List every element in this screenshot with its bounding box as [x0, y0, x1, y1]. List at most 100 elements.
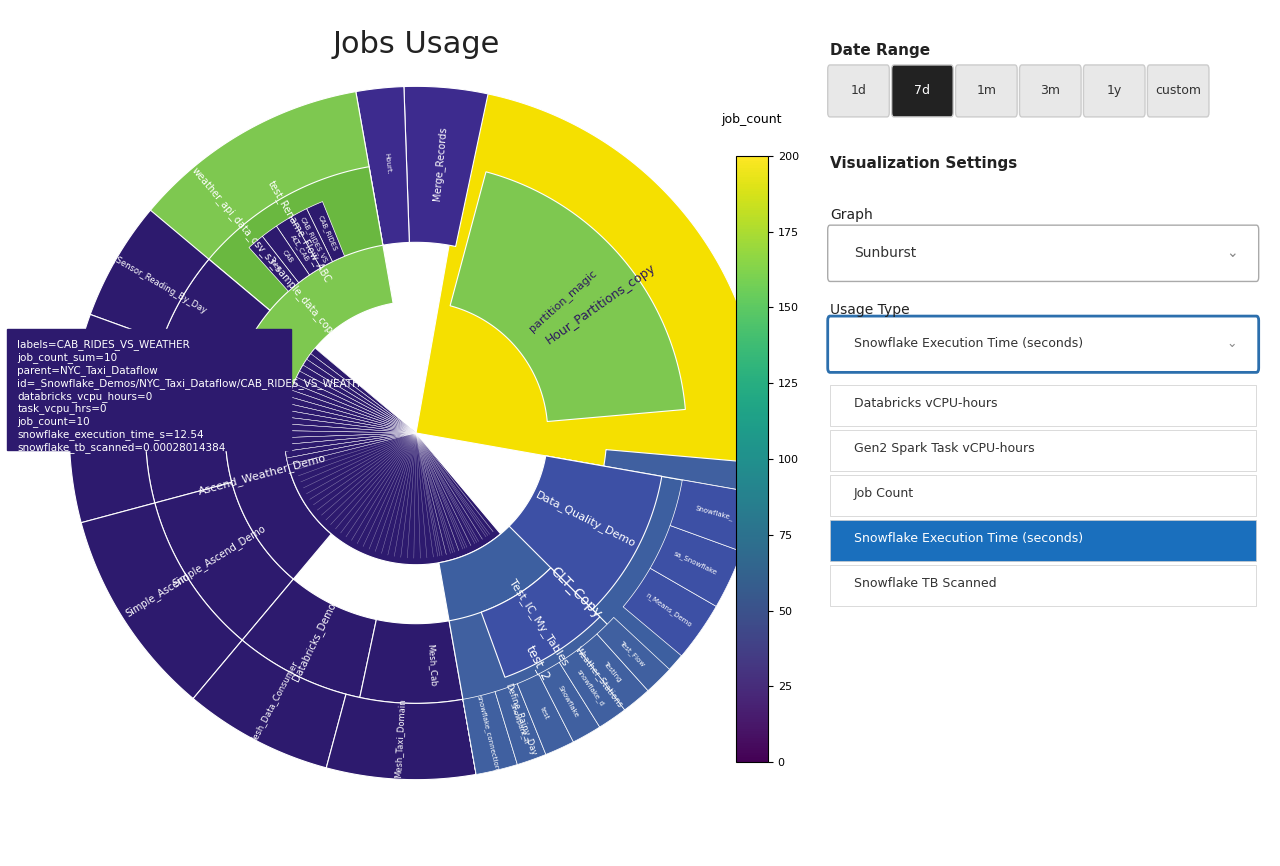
Text: Mesh_Data_Consumer: Mesh_Data_Consumer — [247, 659, 298, 746]
Polygon shape — [69, 314, 161, 523]
Text: Gen2 Spark Task vCPU-hours: Gen2 Spark Task vCPU-hours — [854, 442, 1034, 456]
Text: job_count=10: job_count=10 — [18, 417, 90, 427]
FancyBboxPatch shape — [828, 65, 890, 117]
Text: 3m: 3m — [1041, 84, 1060, 98]
Polygon shape — [193, 640, 346, 768]
Polygon shape — [155, 482, 293, 640]
Text: Sunburst: Sunburst — [854, 246, 916, 260]
Polygon shape — [225, 368, 332, 579]
Polygon shape — [285, 410, 416, 433]
Text: Jobs Usage: Jobs Usage — [333, 30, 499, 59]
Polygon shape — [509, 456, 662, 610]
Text: Mesh_Taxi_Domain: Mesh_Taxi_Domain — [393, 698, 407, 778]
Text: task_vcpu_hrs=0: task_vcpu_hrs=0 — [18, 404, 106, 415]
Polygon shape — [284, 417, 416, 433]
Text: Ascend_Weather_Demo: Ascend_Weather_Demo — [197, 452, 328, 496]
Text: partition_magic: partition_magic — [527, 268, 599, 334]
Polygon shape — [287, 404, 416, 433]
Text: snowflake_tb_scanned=0.00028014384: snowflake_tb_scanned=0.00028014384 — [18, 442, 225, 453]
Polygon shape — [284, 423, 416, 433]
FancyBboxPatch shape — [829, 385, 1257, 426]
Polygon shape — [552, 624, 662, 734]
Text: job_count_sum=10: job_count_sum=10 — [18, 352, 118, 363]
Text: Test_IC_My_Tables: Test_IC_My_Tables — [507, 577, 571, 667]
Text: 7d: 7d — [914, 84, 931, 98]
Polygon shape — [90, 210, 209, 340]
Polygon shape — [250, 236, 298, 291]
FancyBboxPatch shape — [1147, 65, 1210, 117]
Text: 1m: 1m — [977, 84, 996, 98]
Text: weather_api_data_csv_s3_sample_data_copy: weather_api_data_csv_s3_sample_data_copy — [189, 165, 339, 340]
Text: Snowflake Execution Time (seconds): Snowflake Execution Time (seconds) — [854, 532, 1083, 546]
Polygon shape — [463, 667, 589, 774]
Polygon shape — [326, 695, 476, 779]
Polygon shape — [495, 684, 545, 765]
Text: Graph: Graph — [829, 208, 873, 222]
Text: databricks_vcpu_hours=0: databricks_vcpu_hours=0 — [18, 391, 152, 402]
Polygon shape — [81, 503, 242, 699]
Text: Hourt.: Hourt. — [384, 153, 392, 175]
Polygon shape — [307, 202, 344, 262]
Text: 1y: 1y — [1107, 84, 1121, 98]
FancyBboxPatch shape — [829, 565, 1257, 606]
Polygon shape — [463, 692, 517, 774]
Polygon shape — [311, 348, 416, 433]
Text: sa_Snowflake: sa_Snowflake — [673, 551, 718, 577]
Polygon shape — [288, 397, 416, 433]
Text: ⌄: ⌄ — [1226, 337, 1238, 351]
Polygon shape — [451, 171, 685, 422]
Polygon shape — [579, 634, 648, 710]
Polygon shape — [404, 87, 488, 247]
Text: labels=CAB_RIDES_VS_WEATHER: labels=CAB_RIDES_VS_WEATHER — [18, 339, 191, 351]
FancyBboxPatch shape — [828, 316, 1258, 372]
Text: Mesh_Cab: Mesh_Cab — [426, 643, 438, 687]
Text: Snowflake TB Scanned: Snowflake TB Scanned — [854, 577, 996, 591]
Polygon shape — [285, 433, 416, 458]
Polygon shape — [356, 87, 410, 245]
Polygon shape — [360, 612, 508, 703]
Polygon shape — [307, 353, 416, 433]
Text: test: test — [539, 707, 549, 721]
Text: Visualization Settings: Visualization Settings — [829, 156, 1018, 171]
Text: CAB_RIDES_VS: CAB_RIDES_VS — [298, 216, 329, 264]
FancyBboxPatch shape — [1083, 65, 1146, 117]
Polygon shape — [287, 433, 416, 465]
Polygon shape — [604, 449, 762, 494]
Polygon shape — [517, 674, 573, 754]
Text: Snowflake Execution Time (seconds): Snowflake Execution Time (seconds) — [854, 337, 1083, 351]
Text: CLT_Copy: CLT_Copy — [547, 564, 604, 621]
Text: Max_Sensor_Reading_By_Day: Max_Sensor_Reading_By_Day — [96, 245, 209, 315]
Text: Define_Rainy_Day: Define_Rainy_Day — [503, 682, 538, 757]
FancyBboxPatch shape — [829, 475, 1257, 516]
Text: Snowflake: Snowflake — [557, 684, 580, 719]
Text: Databricks vCPU-hours: Databricks vCPU-hours — [854, 397, 997, 410]
Polygon shape — [623, 568, 717, 656]
Polygon shape — [539, 662, 600, 742]
Text: Databricks_Demo: Databricks_Demo — [291, 600, 338, 683]
FancyBboxPatch shape — [956, 65, 1018, 117]
Text: Hour_Partitions_copy: Hour_Partitions_copy — [543, 261, 658, 346]
Text: Job Count: Job Count — [854, 487, 914, 501]
Polygon shape — [300, 365, 416, 433]
FancyBboxPatch shape — [1019, 65, 1082, 117]
Text: custom: custom — [1155, 84, 1201, 98]
Polygon shape — [297, 372, 416, 433]
Text: ⌄: ⌄ — [1226, 246, 1238, 260]
Polygon shape — [596, 617, 669, 690]
Polygon shape — [262, 226, 310, 283]
Polygon shape — [90, 92, 393, 388]
Polygon shape — [292, 209, 333, 268]
Text: Simple_Ascend: Simple_Ascend — [123, 571, 192, 619]
Polygon shape — [146, 259, 270, 503]
Polygon shape — [449, 568, 662, 774]
Text: NYC_Taxi_Dataflow: NYC_Taxi_Dataflow — [143, 365, 236, 397]
Text: Usage Type: Usage Type — [829, 303, 910, 317]
Text: Simple_Ascend_Demo: Simple_Ascend_Demo — [170, 523, 268, 589]
Y-axis label: job_count: job_count — [722, 113, 782, 126]
Text: Wea: Wea — [269, 258, 283, 274]
Polygon shape — [481, 568, 600, 677]
Polygon shape — [284, 433, 416, 451]
Text: Date Range: Date Range — [829, 43, 931, 58]
Text: snowflake_connection: snowflake_connection — [476, 695, 500, 772]
Text: 1d: 1d — [850, 84, 867, 98]
